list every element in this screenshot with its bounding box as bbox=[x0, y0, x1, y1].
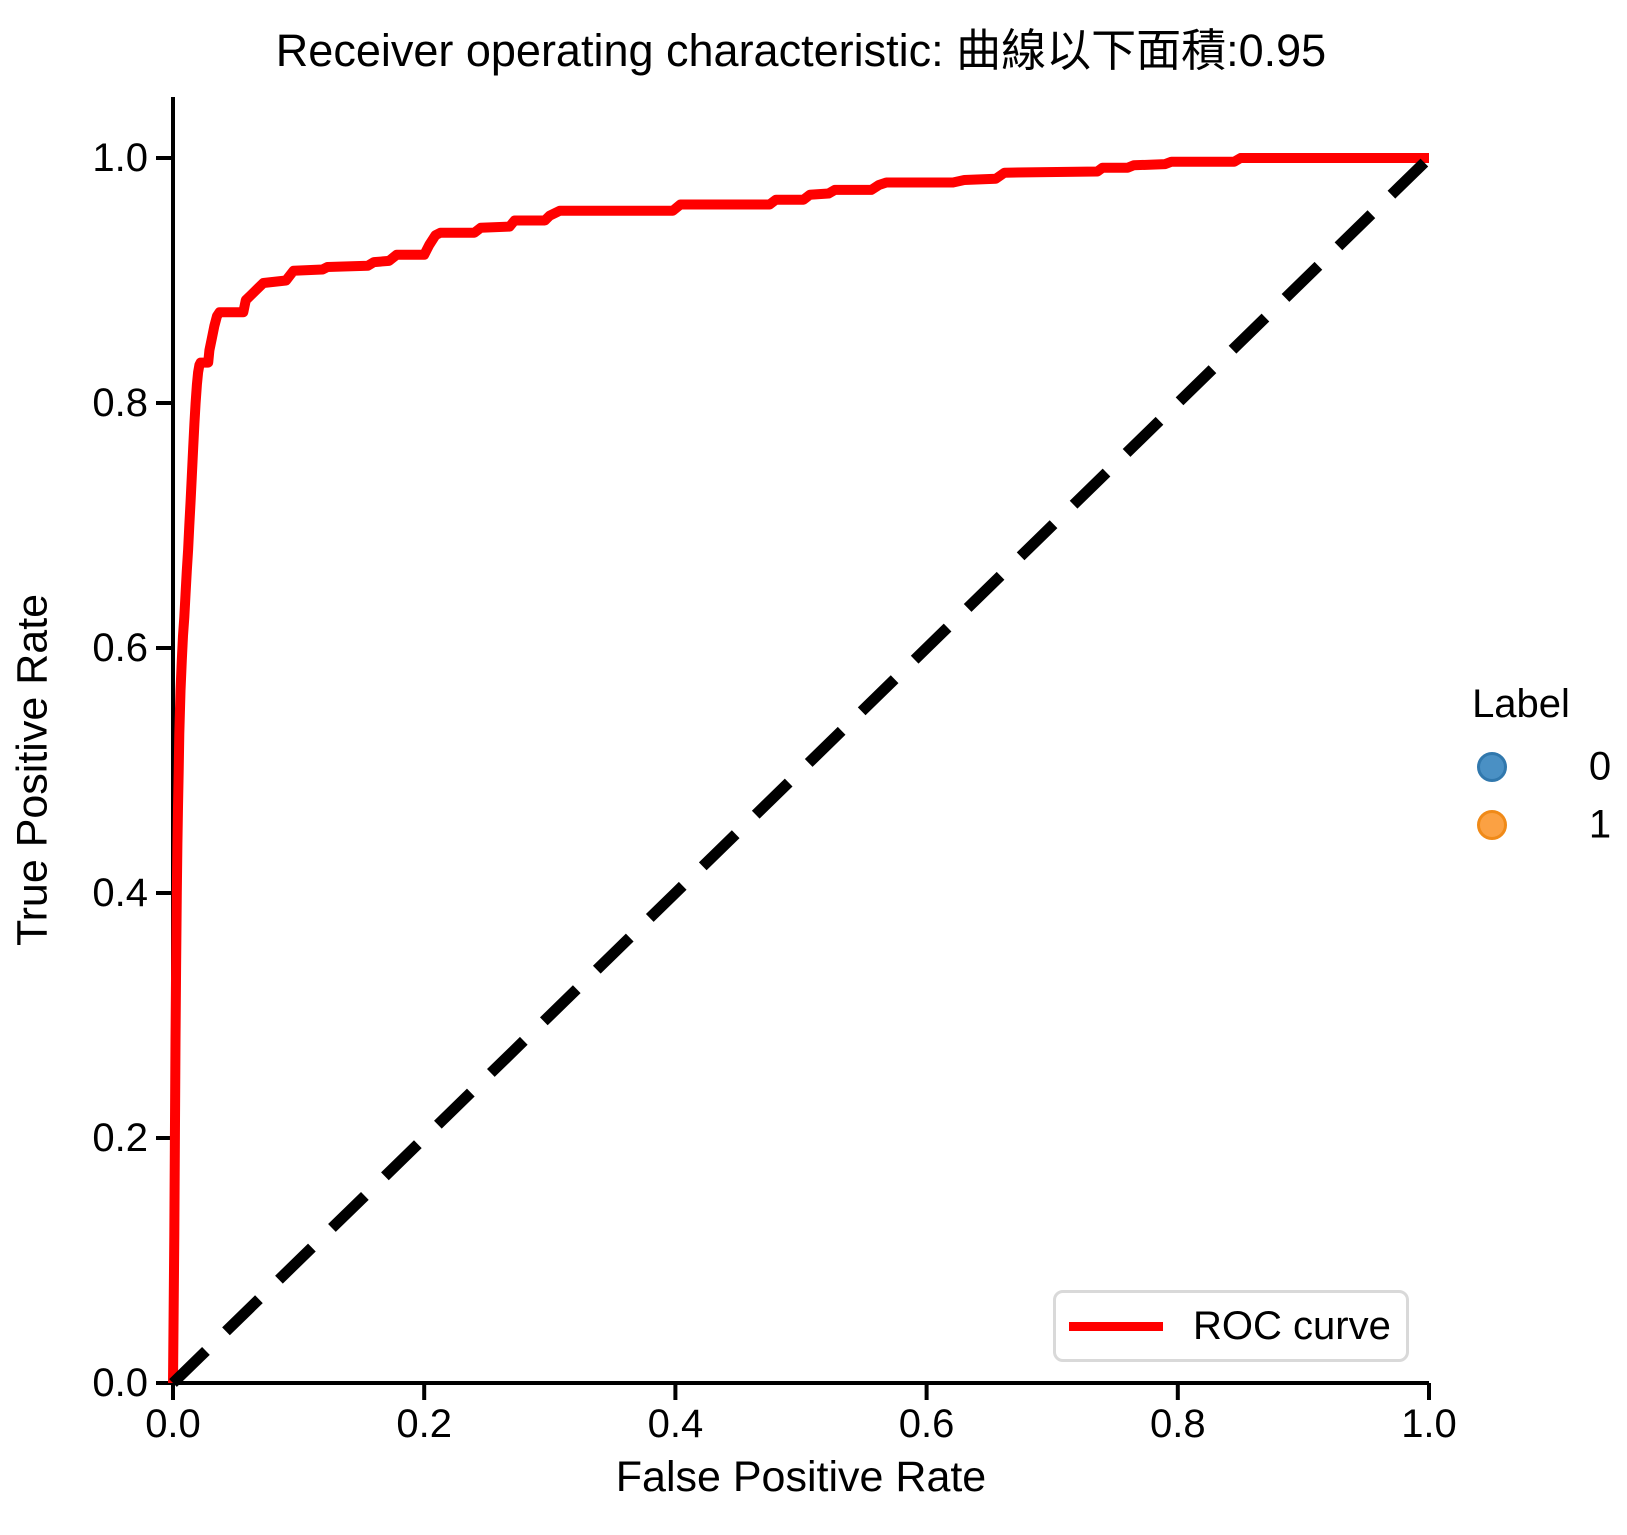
y-tick-label: 0.0 bbox=[92, 1361, 148, 1405]
y-axis-label: True Positive Rate bbox=[8, 593, 57, 947]
y-tick-label: 0.2 bbox=[92, 1116, 148, 1160]
hue-item-label: 1 bbox=[1588, 802, 1612, 847]
x-tick-label: 0.2 bbox=[396, 1402, 452, 1446]
y-tick-label: 0.4 bbox=[92, 871, 148, 915]
hue-legend-title: Label bbox=[1472, 682, 1570, 726]
y-tick-label: 0.8 bbox=[92, 381, 148, 425]
hue-item-label: 0 bbox=[1588, 744, 1612, 789]
hue-legend: Label 0 1 bbox=[1440, 682, 1611, 847]
roc-legend-label: ROC curve bbox=[1193, 1303, 1391, 1348]
x-tick-label: 0.6 bbox=[898, 1402, 955, 1446]
roc-legend-line-swatch bbox=[1069, 1321, 1163, 1331]
x-tick-label: 1.0 bbox=[1401, 1402, 1457, 1446]
x-tick-label: 0.4 bbox=[647, 1402, 704, 1446]
x-tick-label: 0.0 bbox=[145, 1402, 201, 1446]
roc-legend: ROC curve bbox=[1053, 1290, 1409, 1362]
chart-title: Receiver operating characteristic: 曲線以下面… bbox=[275, 25, 1327, 76]
x-tick-label: 0.8 bbox=[1149, 1402, 1206, 1446]
hue-legend-item: 0 bbox=[1440, 740, 1612, 794]
x-axis-label: False Positive Rate bbox=[615, 1453, 987, 1501]
roc-curve-line bbox=[168, 153, 1429, 1384]
y-tick-label: 0.6 bbox=[92, 626, 148, 670]
hue-dot-icon bbox=[1477, 810, 1507, 840]
hue-dot-icon bbox=[1477, 752, 1507, 782]
chance-diagonal-line bbox=[169, 154, 1433, 1387]
y-tick-label: 1.0 bbox=[92, 136, 148, 180]
hue-legend-item: 1 bbox=[1440, 798, 1612, 852]
